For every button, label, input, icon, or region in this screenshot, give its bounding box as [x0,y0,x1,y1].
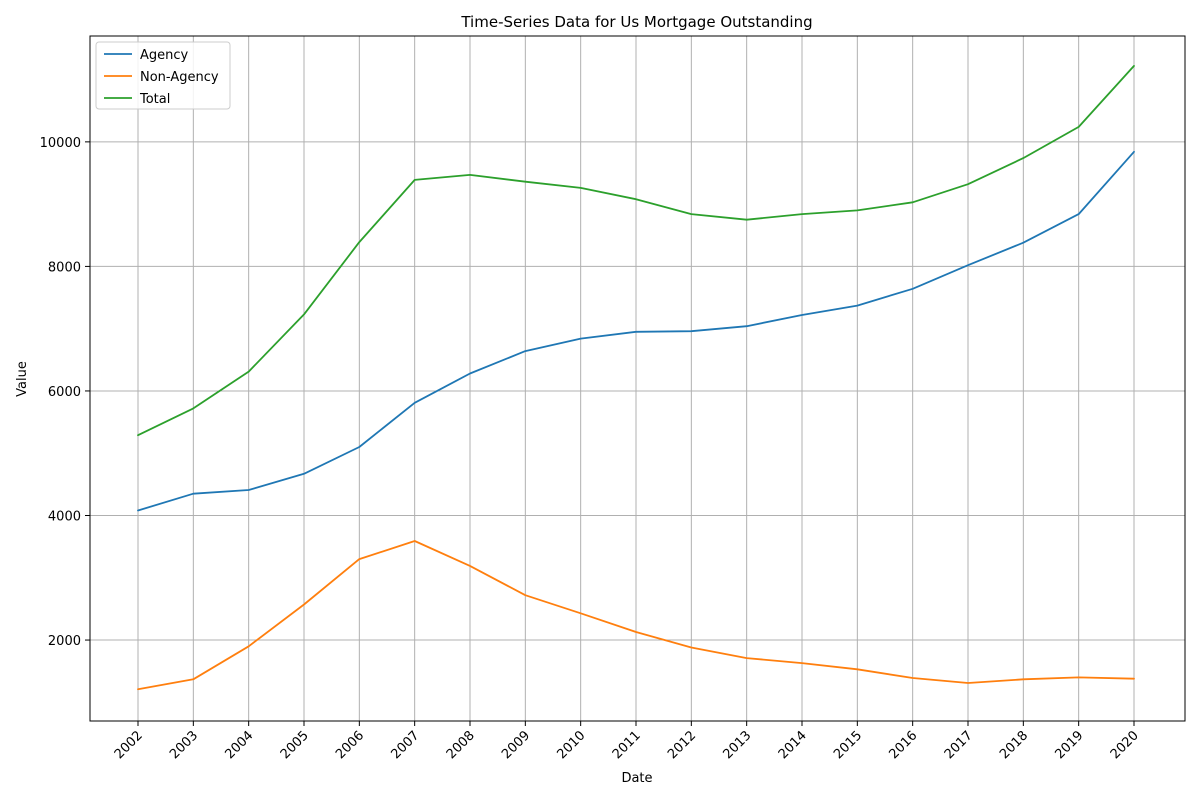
x-tick-label: 2016 [886,728,920,762]
series-line-non-agency [137,540,1135,691]
legend-label: Agency [140,48,189,63]
x-tick-label: 2006 [333,728,367,762]
x-tick-label: 2014 [776,728,810,762]
y-axis-ticks: 2000 4000 6000 8000 10000 [40,136,90,649]
x-tick-label: 2008 [444,728,478,762]
y-tick-label: 8000 [48,260,81,275]
x-tick-label: 2020 [1108,728,1142,762]
x-tick-label: 2009 [499,728,533,762]
x-tick-label: 2005 [278,728,312,762]
legend-label: Non-Agency [140,70,219,85]
x-tick-label: 2012 [665,728,699,762]
x-tick-label: 2017 [942,728,976,762]
x-tick-label: 2003 [167,728,201,762]
x-axis-label: Date [621,771,652,786]
plot-area-frame [89,35,1186,722]
x-tick-label: 2007 [388,728,422,762]
legend: Agency Non-Agency Total [95,41,231,110]
x-axis-ticks: 2002 2003 2004 2005 2006 2007 2008 2009 2010 2011… [112,721,1142,762]
x-tick-label: 2015 [831,728,865,762]
legend-label: Total [139,92,170,107]
x-tick-label: 2011 [610,728,644,762]
legend-box [95,41,231,110]
x-tick-label: 2002 [112,728,146,762]
x-tick-label: 2018 [997,728,1031,762]
y-tick-label: 10000 [40,136,81,151]
y-tick-label: 2000 [48,634,81,649]
x-tick-label: 2004 [222,728,256,762]
series-line-agency [137,150,1135,512]
x-tick-label: 2019 [1052,728,1086,762]
y-axis-label: Value [15,361,30,397]
x-tick-label: 2010 [554,728,588,762]
chart-title: Time-Series Data for Us Mortgage Outstan… [460,13,812,31]
y-tick-label: 6000 [48,385,81,400]
series-line-total [137,65,1135,437]
grid [90,36,1185,721]
x-tick-label: 2013 [720,728,754,762]
y-tick-label: 4000 [48,510,81,525]
series-lines [137,65,1135,691]
